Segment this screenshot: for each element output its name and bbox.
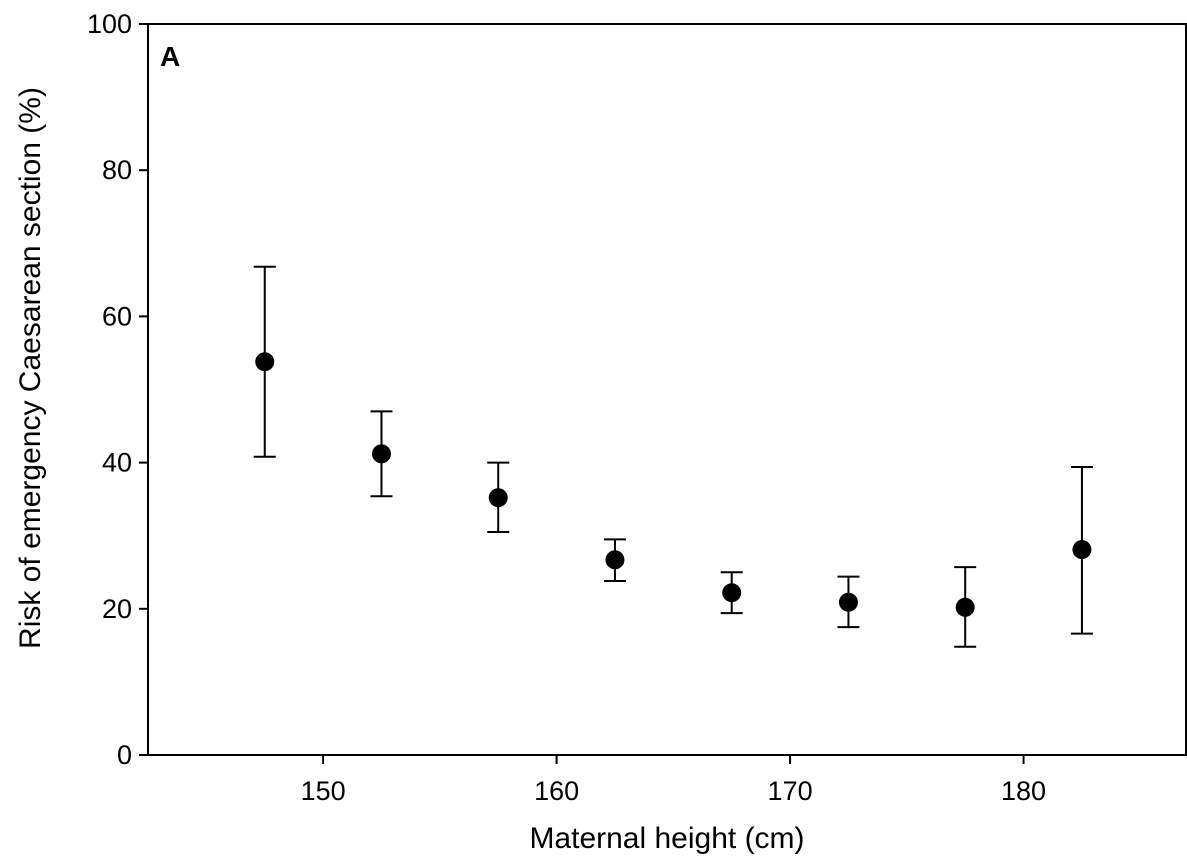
data-point (838, 592, 858, 612)
y-axis-ticks: 0 20 40 60 80 100 (87, 9, 148, 770)
x-tick-label: 180 (1001, 776, 1046, 806)
y-tick-label: 60 (102, 301, 132, 331)
data-point (722, 583, 742, 603)
y-tick-label: 0 (117, 740, 132, 770)
y-tick-label: 20 (102, 594, 132, 624)
x-tick-label: 160 (534, 776, 579, 806)
y-axis-title: Risk of emergency Caesarean section (%) (14, 87, 47, 649)
data-point (605, 550, 625, 570)
data-point (488, 488, 508, 508)
y-tick-label: 80 (102, 155, 132, 185)
x-axis-title: Maternal height (cm) (529, 822, 804, 855)
data-points (255, 352, 1092, 617)
y-tick-label: 100 (87, 9, 132, 39)
data-point (955, 597, 975, 617)
data-point (1072, 540, 1092, 560)
panel-label: A (160, 41, 180, 72)
y-tick-label: 40 (102, 448, 132, 478)
x-tick-label: 150 (301, 776, 346, 806)
x-tick-label: 170 (768, 776, 813, 806)
data-point (371, 444, 391, 464)
data-point (255, 352, 275, 372)
x-axis-ticks: 150 160 170 180 (301, 755, 1046, 806)
